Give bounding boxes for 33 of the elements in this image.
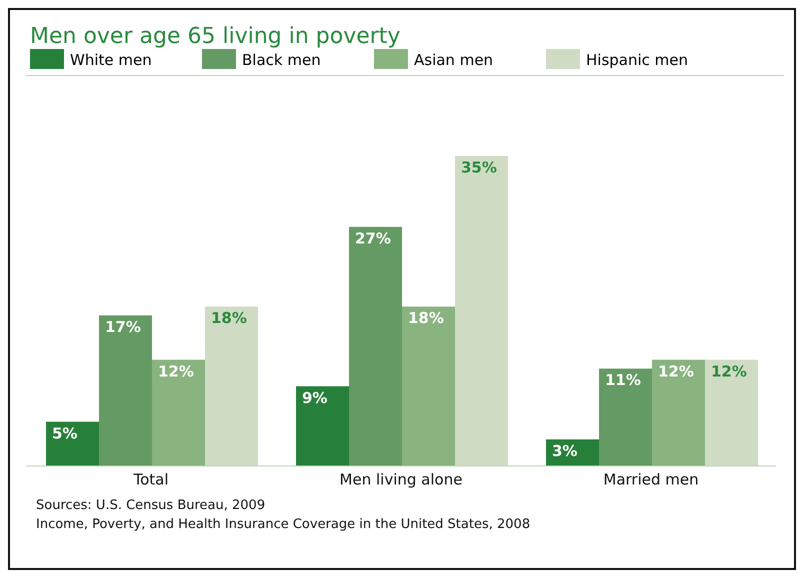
data-label: 9%	[302, 388, 328, 407]
source-note: Sources: U.S. Census Bureau, 2009	[36, 497, 266, 515]
bar	[455, 156, 508, 466]
x-tick-label: Men living alone	[340, 470, 462, 489]
bar	[152, 360, 205, 466]
x-tick-label: Total	[132, 470, 169, 489]
legend-label: Black men	[242, 51, 321, 69]
data-label: 5%	[52, 424, 78, 442]
legend-label: White men	[70, 51, 152, 69]
x-tick-label: Married men	[603, 470, 699, 489]
data-label: 3%	[552, 442, 578, 460]
data-label: 27%	[355, 230, 391, 248]
legend-label: Hispanic men	[586, 51, 688, 69]
bar	[349, 226, 402, 466]
bar	[402, 306, 455, 466]
bar	[599, 368, 652, 466]
data-label: 12%	[711, 362, 747, 380]
data-label: 35%	[461, 158, 497, 177]
legend-label: Asian men	[414, 51, 494, 69]
bar	[99, 315, 152, 466]
bar	[46, 422, 99, 466]
data-label: 18%	[211, 309, 247, 328]
data-label: 12%	[658, 362, 694, 380]
data-label: 17%	[105, 318, 141, 336]
data-label: 11%	[605, 371, 641, 390]
bar	[296, 386, 349, 466]
bar	[705, 360, 758, 466]
data-label: 12%	[158, 362, 194, 380]
bar	[205, 306, 258, 466]
bar	[652, 360, 705, 466]
text: Income, Poverty, and Health Insurance Coverage in the United States, 2008	[36, 516, 532, 534]
chart-title: Men over age 65 living in poverty	[30, 24, 402, 49]
data-label: 18%	[408, 309, 444, 328]
